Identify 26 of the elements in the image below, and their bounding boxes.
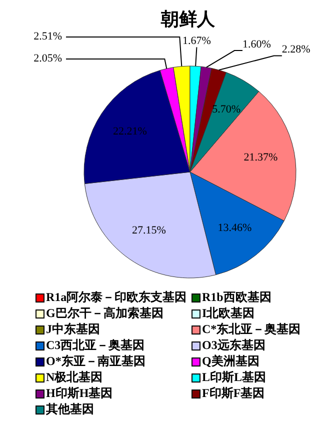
legend-label: R1a阿尔泰－印欧东支基因 (46, 290, 187, 304)
legend-label: F印斯F基因 (202, 386, 265, 400)
legend-label: O3远东基因 (202, 338, 266, 352)
legend-label: R1b西欧基因 (202, 290, 272, 304)
legend-label: C3西北亚－奥基因 (46, 338, 145, 352)
legend-label: G巴尔干－高加索基因 (46, 306, 164, 320)
legend-label: L印斯L基因 (202, 370, 266, 384)
data-label: 1.67% (182, 35, 211, 48)
legend-label: H印斯H基因 (46, 386, 113, 400)
data-label: 13.46% (218, 222, 252, 234)
legend-label: J中东基因 (46, 322, 100, 336)
chart-title: 朝鲜人 (160, 9, 216, 29)
data-label: 2.51% (34, 30, 62, 43)
data-label: 5.70% (212, 103, 241, 116)
legend-label: C*东北亚－奥基因 (202, 322, 301, 336)
data-label: 27.15% (132, 224, 166, 237)
legend-label: I北欧基因 (202, 306, 255, 320)
legend-label: 其他基因 (45, 402, 94, 416)
legend-label: Q美洲基因 (202, 354, 260, 368)
data-label: 22.21% (113, 126, 147, 138)
data-label: 21.37% (244, 152, 278, 164)
legend-label: N极北基因 (46, 370, 103, 384)
data-label: 2.05% (34, 52, 62, 65)
data-label: 2.28% (282, 44, 310, 56)
data-label: 1.60% (242, 38, 271, 51)
legend-label: O*东亚－南亚基因 (46, 354, 146, 368)
